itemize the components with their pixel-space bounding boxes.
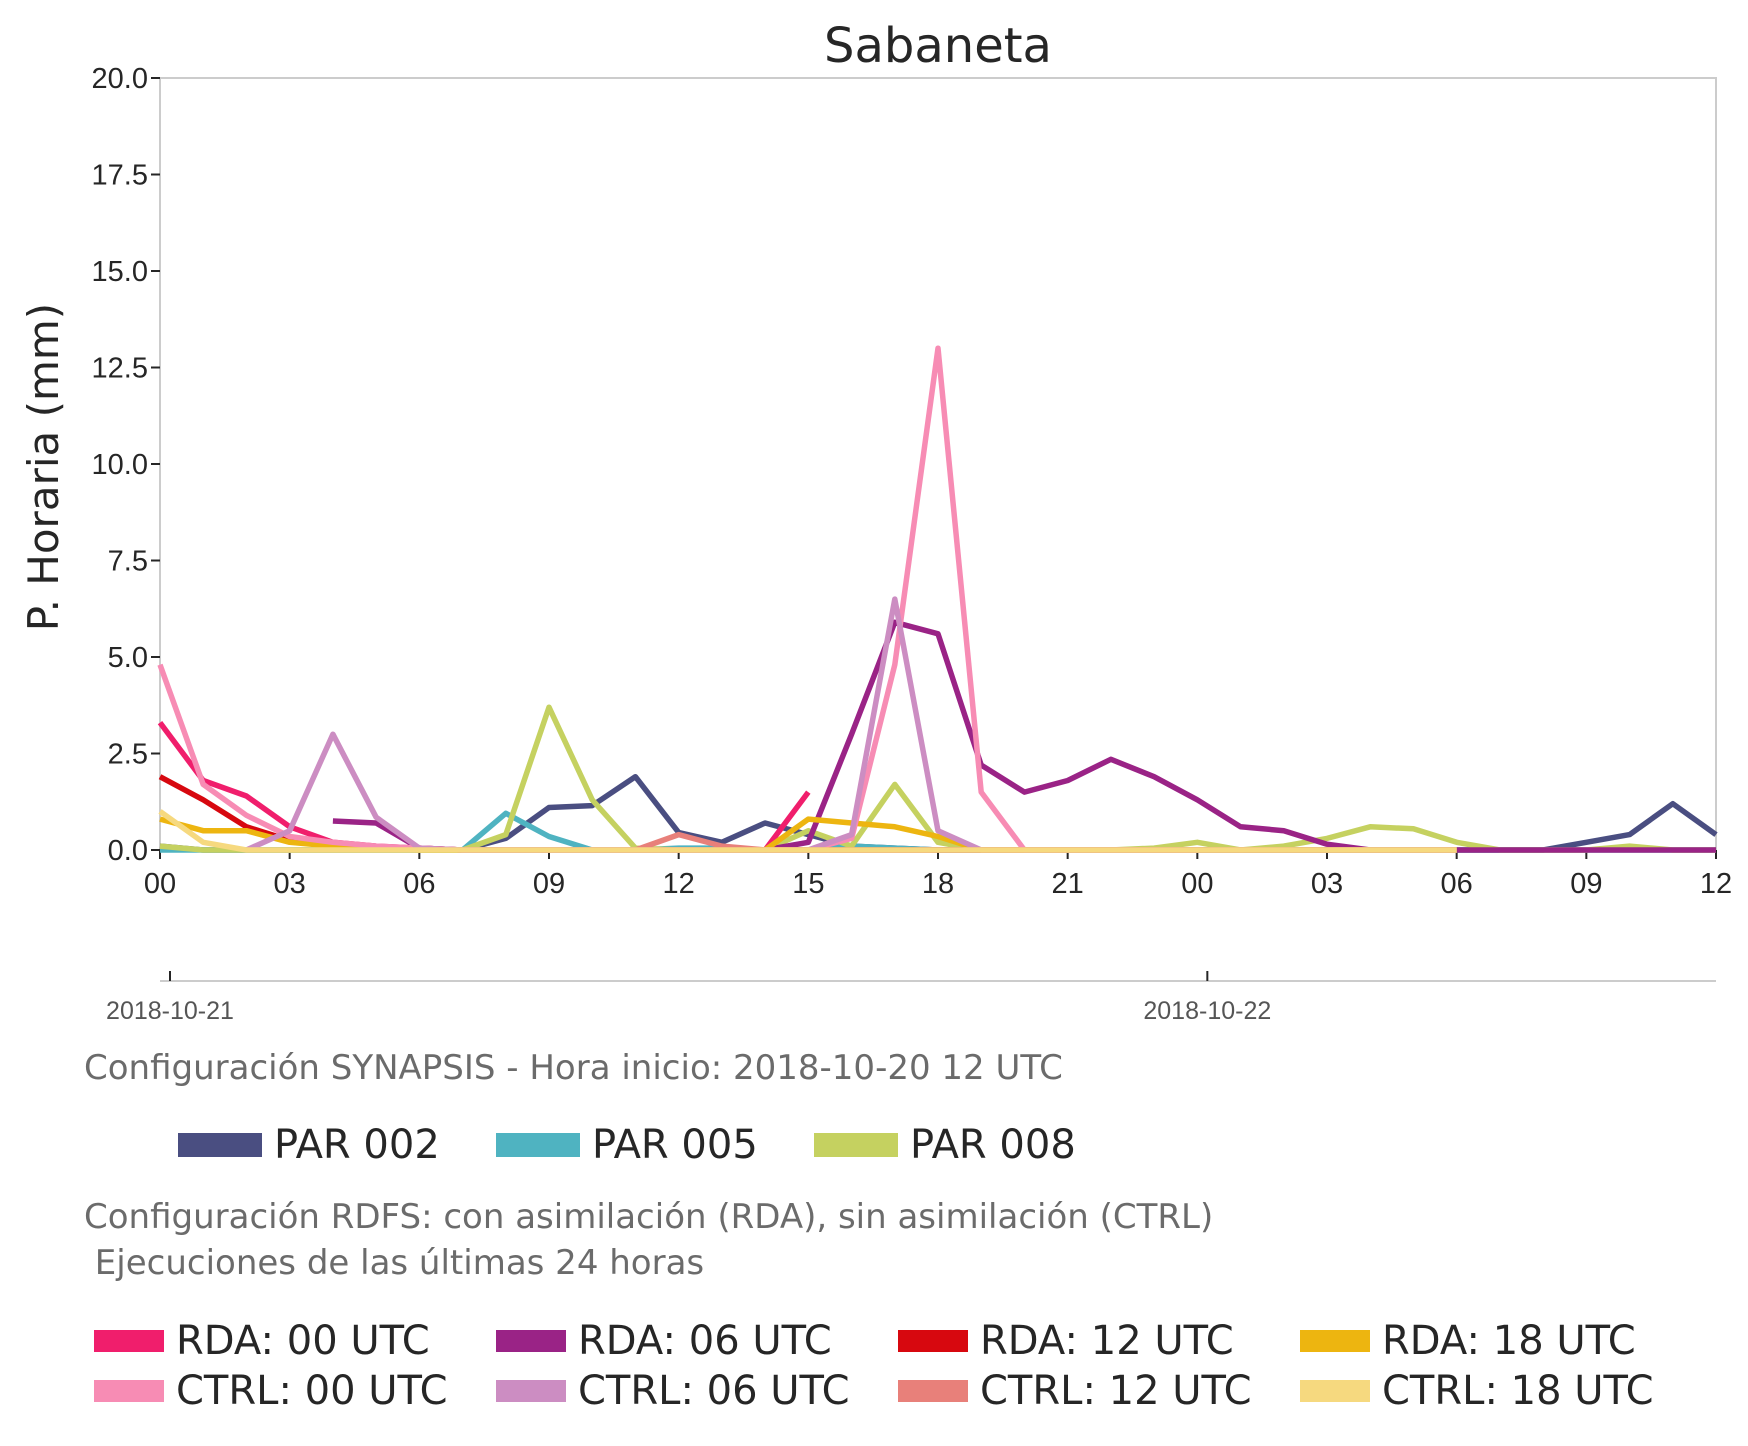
- date-axis: 2018-10-21 2018-10-22: [106, 971, 1271, 1025]
- legend-swatch: [178, 1133, 262, 1157]
- series-line-ctrl-18-utc: [158, 809, 1457, 853]
- series-line-ctrl-06-utc: [245, 596, 1457, 853]
- legend-label: CTRL: 06 UTC: [578, 1368, 850, 1414]
- x-tick-label: 12: [663, 868, 695, 900]
- legend-label: PAR 008: [910, 1122, 1076, 1168]
- legend-swatch: [496, 1380, 566, 1402]
- x-tick-label: 03: [274, 868, 306, 900]
- x-axis-ticks: 00 03 06 09 12 15 18 21 00 03 06 09 12: [144, 850, 1732, 900]
- legend-item: PAR 002: [178, 1122, 440, 1168]
- legend-label: RDA: 00 UTC: [176, 1318, 430, 1364]
- legend-item: RDA: 00 UTC: [94, 1318, 430, 1364]
- legend-swatch: [496, 1133, 580, 1157]
- y-tick-label: 10.0: [92, 449, 148, 481]
- series-lines: [157, 345, 1718, 853]
- plot-frame: [159, 77, 1717, 851]
- y-tick-label: 7.5: [108, 546, 148, 578]
- legend-item: RDA: 18 UTC: [1300, 1318, 1636, 1364]
- legend-item: CTRL: 00 UTC: [94, 1368, 448, 1414]
- legend-swatch: [814, 1133, 898, 1157]
- y-tick-label: 15.0: [92, 256, 148, 288]
- y-tick-label: 20.0: [92, 63, 148, 95]
- legend-swatch: [496, 1330, 566, 1352]
- x-tick-label: 06: [1441, 868, 1473, 900]
- legend-item: CTRL: 18 UTC: [1300, 1368, 1654, 1414]
- legend-label: RDA: 06 UTC: [578, 1318, 832, 1364]
- legend-item: RDA: 06 UTC: [496, 1318, 832, 1364]
- x-tick-label: 09: [533, 868, 565, 900]
- rdfs-caption-line2: Ejecuciones de las últimas 24 horas: [84, 1243, 705, 1283]
- legend-label: RDA: 18 UTC: [1382, 1318, 1636, 1364]
- y-tick-label: 0.0: [108, 835, 148, 867]
- rdfs-caption-line1: Configuración RDFS: con asimilación (RDA…: [84, 1197, 1214, 1237]
- synapsis-caption: Configuración SYNAPSIS - Hora inicio: 20…: [84, 1048, 1063, 1088]
- y-axis-label: P. Horaria (mm): [19, 303, 68, 631]
- legend-swatch: [898, 1330, 968, 1352]
- legend-swatch: [898, 1380, 968, 1402]
- x-tick-label: 12: [1700, 868, 1732, 900]
- x-tick-label: 15: [792, 868, 824, 900]
- legend-item: CTRL: 06 UTC: [496, 1368, 850, 1414]
- y-tick-label: 2.5: [108, 739, 148, 771]
- y-tick-label: 17.5: [92, 160, 148, 192]
- x-tick-label: 03: [1311, 868, 1343, 900]
- chart-title: Sabaneta: [824, 18, 1052, 74]
- x-tick-label: 18: [922, 868, 954, 900]
- legend-label: PAR 002: [274, 1122, 440, 1168]
- legend-swatch: [94, 1380, 164, 1402]
- legend-label: CTRL: 12 UTC: [980, 1368, 1252, 1414]
- x-tick-label: 09: [1570, 868, 1602, 900]
- y-axis-ticks: 0.0 2.5 5.0 7.5 10.0 12.5 15.0 17.5 20.0: [92, 63, 160, 867]
- y-tick-label: 12.5: [92, 353, 148, 385]
- x-tick-label: 00: [144, 868, 176, 900]
- legend-label: CTRL: 00 UTC: [176, 1368, 448, 1414]
- legend-swatch: [94, 1330, 164, 1352]
- y-tick-label: 5.0: [108, 642, 148, 674]
- legend-item: PAR 008: [814, 1122, 1076, 1168]
- legend-label: CTRL: 18 UTC: [1382, 1368, 1654, 1414]
- x-tick-label: 06: [403, 868, 435, 900]
- legend-swatch: [1300, 1330, 1370, 1352]
- x-tick-label: 00: [1181, 868, 1213, 900]
- date-label: 2018-10-21: [106, 997, 234, 1025]
- legend-item: CTRL: 12 UTC: [898, 1368, 1252, 1414]
- x-tick-label: 21: [1052, 868, 1084, 900]
- legend-label: RDA: 12 UTC: [980, 1318, 1234, 1364]
- legend-label: PAR 005: [592, 1122, 758, 1168]
- legend-item: PAR 005: [496, 1122, 758, 1168]
- legend-item: RDA: 12 UTC: [898, 1318, 1234, 1364]
- date-label: 2018-10-22: [1143, 997, 1271, 1025]
- legend-swatch: [1300, 1380, 1370, 1402]
